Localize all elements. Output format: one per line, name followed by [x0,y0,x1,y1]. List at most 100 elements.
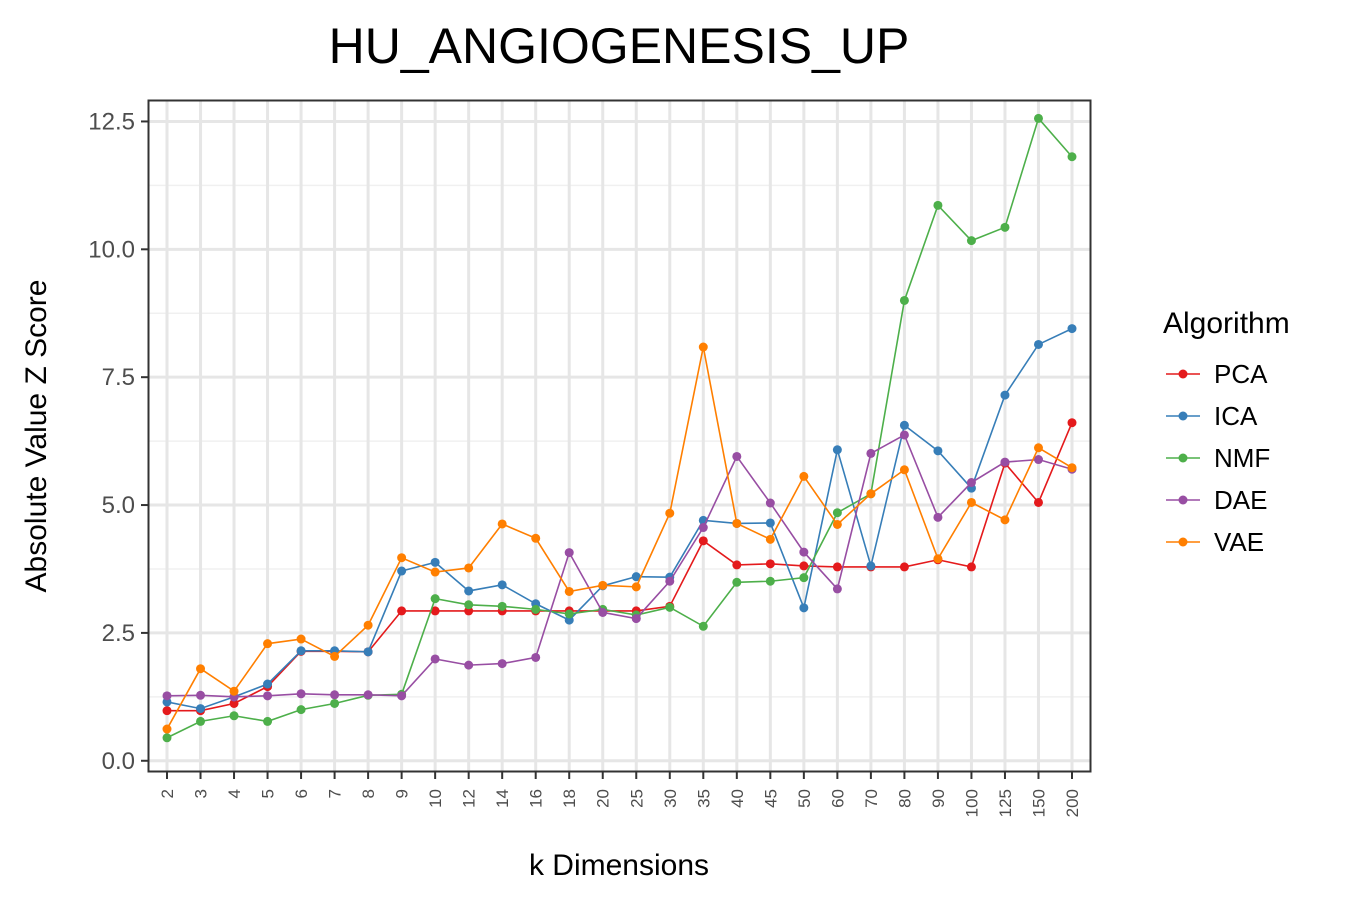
legend-key-point [1178,369,1188,379]
data-point-vae [698,342,708,352]
grid [149,101,1090,771]
data-point-vae [363,620,373,630]
data-point-nmf [564,609,574,619]
data-point-dae [196,690,206,700]
data-point-pca [765,559,775,569]
y-axis-title: Absolute Value Z Score [20,280,53,593]
x-tick-label: 8 [359,789,378,798]
data-point-nmf [229,711,239,721]
data-point-pca [832,562,842,572]
data-point-nmf [263,716,273,726]
series-line-pca [167,422,1073,712]
data-point-vae [263,639,273,649]
data-point-vae [162,724,172,734]
x-tick-label: 80 [895,789,914,808]
x-tick-label: 12 [460,789,479,808]
data-point-ica [631,572,641,582]
data-point-ica [866,561,876,571]
data-point-ica [363,647,373,657]
data-point-nmf [1033,113,1043,123]
x-tick-label: 10 [426,789,445,808]
data-point-vae [397,553,407,563]
data-point-vae [296,634,306,644]
legend-label: PCA [1214,359,1268,389]
series-line-dae [166,433,1073,698]
series-line-ica [166,327,1073,710]
data-point-vae [765,534,775,544]
data-point-vae [966,497,976,507]
y-tick-label: 0.0 [102,748,135,775]
y-tick-label: 2.5 [102,620,135,647]
plot-panel-border [147,99,1092,773]
legend-item-ica: ICA [1166,401,1258,431]
y-tick-label: 5.0 [102,492,135,519]
y-tick-label: 12.5 [88,108,135,135]
x-tick-label: 35 [694,789,713,808]
legend-label: NMF [1214,443,1270,473]
data-point-pca [1033,497,1043,507]
data-point-ica [1000,390,1010,400]
data-point-dae [866,448,876,458]
data-point-pca [229,698,239,708]
series-line-vae [166,346,1073,730]
data-point-ica [832,445,842,455]
data-point-dae [832,584,842,594]
data-point-nmf [1067,152,1077,162]
x-tick-label: 2 [158,789,177,798]
x-axis-title: k Dimensions [529,849,709,882]
x-tick-label: 20 [594,789,613,808]
legend-item-vae: VAE [1166,527,1264,557]
data-point-dae [564,548,574,558]
x-tick-label: 200 [1063,789,1082,817]
legend-item-pca: PCA [1166,359,1268,389]
data-point-vae [631,582,641,592]
data-point-nmf [497,601,507,611]
data-point-dae [363,690,373,700]
x-tick-label: 70 [862,789,881,808]
legend-item-dae: DAE [1166,485,1267,515]
data-point-ica [899,420,909,430]
data-point-nmf [933,200,943,210]
data-point-vae [564,586,574,596]
data-point-dae [464,660,474,670]
data-point-pca [162,706,172,716]
data-point-vae [1067,463,1077,473]
data-point-pca [966,562,976,572]
data-point-ica [196,704,206,714]
data-point-pca [799,561,809,571]
legend-label: ICA [1214,401,1258,431]
x-tick-label: 7 [326,789,345,798]
data-point-dae [162,691,172,701]
data-point-vae [732,518,742,528]
data-point-vae [1000,515,1010,525]
x-tick-label: 30 [661,789,680,808]
data-point-dae [430,654,440,664]
x-tick-label: 5 [259,789,278,798]
data-point-vae [598,580,608,590]
data-point-pca [430,606,440,616]
data-point-vae [531,533,541,543]
data-point-dae [296,689,306,699]
data-point-pca [1067,418,1077,428]
data-point-nmf [296,705,306,715]
data-point-vae [196,664,206,674]
data-point-vae [464,563,474,573]
series-line-nmf [166,116,1073,739]
data-point-ica [397,566,407,576]
data-point-nmf [531,604,541,614]
data-point-nmf [196,716,206,726]
data-point-ica [263,679,273,689]
data-point-pca [698,536,708,546]
x-tick-label: 9 [393,789,412,798]
x-tick-label: 45 [761,789,780,808]
x-tick-label: 125 [996,789,1015,817]
data-point-nmf [162,733,172,743]
x-tick-label: 150 [1029,789,1048,817]
data-point-vae [832,519,842,529]
y-tick-label: 10.0 [88,236,135,263]
y-tick-label: 7.5 [102,364,135,391]
x-tick-label: 25 [627,789,646,808]
data-point-ica [933,446,943,456]
data-point-nmf [832,508,842,518]
data-point-ica [464,586,474,596]
